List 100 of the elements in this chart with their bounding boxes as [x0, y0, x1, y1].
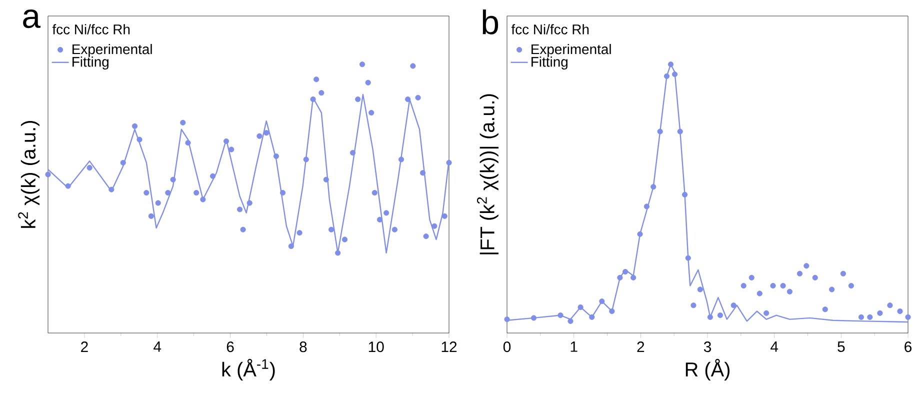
x-tick-label: 6: [226, 342, 234, 352]
point: [415, 94, 421, 100]
point: [273, 153, 280, 160]
y-axis-title: |FT (k$^{2}$ χ(k))| (a.u.): [477, 94, 498, 254]
point: [144, 190, 150, 196]
point: [812, 274, 818, 280]
legend-label: Fitting: [532, 56, 568, 70]
point: [796, 270, 803, 276]
x-tick-label: 12: [442, 342, 457, 352]
point: [644, 204, 650, 210]
point: [136, 136, 142, 142]
point: [664, 73, 670, 79]
legend-label: Experimental: [532, 44, 611, 57]
x-tick-label: 6: [904, 342, 912, 352]
point: [264, 130, 270, 136]
point: [376, 216, 383, 222]
point: [280, 190, 286, 196]
point: [256, 133, 262, 139]
point: [578, 304, 584, 310]
point: [342, 236, 348, 242]
point: [617, 274, 623, 280]
point: [240, 226, 246, 232]
point: [717, 312, 724, 318]
point: [685, 255, 691, 261]
x-tick-label: 4: [154, 342, 162, 352]
point: [668, 62, 674, 68]
point: [165, 190, 171, 196]
x-tick-label: 5: [838, 342, 845, 352]
point: [65, 183, 71, 189]
x-tick-label: 2: [81, 342, 88, 352]
point: [764, 310, 770, 316]
point: [223, 138, 230, 144]
point: [690, 302, 696, 308]
x-tick-label: 8: [300, 342, 307, 352]
legend-title: fcc Ni/fcc Rh: [511, 24, 589, 34]
point: [210, 173, 216, 179]
point: [148, 213, 154, 219]
point: [335, 250, 341, 256]
point: [200, 196, 206, 202]
x-tick-label: 4: [770, 342, 778, 352]
x-tick-label: 3: [704, 342, 712, 352]
y-axis-title: k$^{2}$ χ(k) (a.u.): [18, 121, 40, 228]
point: [398, 156, 404, 162]
point: [86, 164, 92, 171]
point: [108, 186, 114, 192]
x-axis-title: R (Å): [686, 358, 730, 380]
point: [822, 306, 828, 312]
x-tick-label: 1: [570, 342, 578, 352]
point: [804, 263, 810, 269]
chart-title: b: [482, 10, 498, 34]
point: [328, 226, 334, 232]
point: [877, 310, 883, 316]
point: [392, 226, 398, 232]
point: [756, 290, 762, 296]
point: [780, 282, 786, 289]
point: [897, 308, 903, 314]
point: [609, 308, 615, 314]
point: [359, 62, 366, 68]
chart-title: a: [23, 10, 40, 28]
point: [303, 156, 309, 162]
point: [432, 223, 438, 229]
legend-title: fcc Ni/fcc Rh: [52, 24, 130, 34]
point: [786, 288, 793, 294]
point: [228, 146, 234, 152]
point: [887, 302, 893, 308]
point: [657, 128, 663, 134]
point: [707, 314, 713, 320]
legend-label: Fitting: [72, 56, 108, 70]
point: [442, 213, 448, 219]
point: [410, 63, 416, 69]
point: [323, 176, 329, 182]
point: [365, 80, 371, 86]
point: [558, 312, 564, 318]
point: [368, 110, 374, 116]
point: [180, 120, 186, 126]
point: [170, 176, 176, 182]
point: [194, 190, 200, 196]
x-axis-title: k (Å$^{-1}$): [222, 358, 275, 380]
point: [622, 268, 628, 275]
point: [677, 128, 683, 134]
point: [310, 96, 316, 102]
point: [637, 231, 643, 237]
point: [589, 314, 595, 320]
point: [697, 286, 703, 292]
point: [858, 314, 864, 320]
point: [246, 200, 252, 206]
point: [372, 190, 378, 196]
point: [599, 298, 605, 304]
point: [384, 210, 390, 216]
point: [730, 302, 736, 308]
point: [350, 150, 356, 156]
x-tick-label: 0: [503, 342, 511, 352]
point: [423, 233, 429, 240]
point: [650, 184, 656, 190]
point: [829, 286, 835, 292]
point: [848, 282, 854, 289]
point: [568, 318, 574, 324]
point: [446, 160, 452, 166]
point: [45, 172, 51, 178]
point: [867, 314, 873, 320]
